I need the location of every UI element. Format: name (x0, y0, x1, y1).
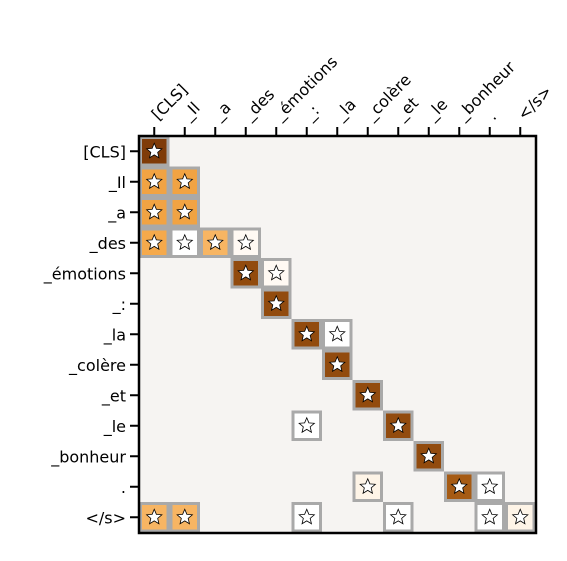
heatmap-cell (200, 227, 231, 258)
heatmap-cell (291, 319, 322, 350)
x-tick-label: _a (208, 98, 235, 125)
star-icon (420, 447, 438, 464)
star-icon (176, 508, 194, 525)
star-icon (481, 508, 499, 525)
y-tick-label: _émotions (43, 264, 126, 284)
y-tick-label: . (121, 478, 126, 497)
x-tick-label: . (483, 107, 500, 124)
y-tick-label: _des (89, 234, 126, 254)
x-tick-label: </s> (514, 82, 556, 124)
y-tick-label: _le (103, 417, 126, 437)
star-icon (328, 355, 346, 373)
y-tick-label: _: (112, 295, 126, 315)
star-icon (145, 142, 163, 159)
y-tick-label: _a (107, 203, 126, 223)
star-icon (237, 264, 255, 281)
y-tick-label: </s> (85, 508, 126, 527)
star-icon (359, 386, 377, 403)
star-icon (389, 508, 407, 525)
heatmap-cell (352, 380, 383, 411)
y-tick-label: _Il (108, 173, 126, 193)
star-icon (267, 294, 285, 312)
heatmap-cell (383, 502, 414, 533)
star-icon (298, 508, 316, 525)
star-icon (145, 203, 163, 220)
x-tick-label: _des (238, 85, 279, 126)
heatmap-cell (169, 227, 200, 258)
star-icon (145, 172, 163, 190)
star-icon (267, 264, 285, 281)
heatmap-cell (230, 258, 261, 289)
x-tick-label: _bonheur (452, 57, 520, 125)
heatmap-cell (261, 258, 292, 289)
heatmap-cell (169, 502, 200, 533)
star-icon (450, 477, 468, 495)
star-icon (145, 508, 163, 525)
star-icon (389, 416, 407, 434)
x-axis: [CLS]_Il _a _des_émotions_: _la _colère_et _l… (148, 52, 556, 136)
star-icon (145, 233, 163, 251)
heatmap-cell (169, 166, 200, 197)
star-icon (237, 233, 255, 251)
heatmap-cells (139, 136, 536, 533)
x-tick-label: _: (299, 101, 323, 125)
star-icon (511, 508, 529, 525)
heatmap-cell (139, 227, 170, 258)
star-icon (176, 203, 194, 220)
star-icon (359, 477, 377, 495)
y-tick-label: _et (101, 386, 126, 406)
y-tick-label: _la (103, 325, 126, 345)
y-axis: [CLS] _Il _a _des _émotions _: _la _colère _et _l… (43, 142, 139, 527)
star-icon (298, 416, 316, 434)
star-icon (206, 233, 224, 251)
heatmap-cell (139, 166, 170, 197)
y-tick-label: [CLS] (83, 142, 126, 161)
x-tick-label: _le (421, 95, 452, 126)
heatmap-cell (444, 471, 475, 502)
star-icon (328, 325, 346, 342)
heatmap-cell (261, 288, 292, 319)
heatmap-cell (230, 227, 261, 258)
star-icon (176, 172, 194, 190)
star-icon (298, 325, 316, 342)
y-tick-label: _bonheur (50, 447, 126, 467)
x-tick-label: _la (330, 95, 361, 126)
heatmap-cell (169, 197, 200, 228)
star-icon (481, 477, 499, 495)
y-tick-label: _colère (68, 356, 126, 376)
star-icon (176, 233, 194, 251)
